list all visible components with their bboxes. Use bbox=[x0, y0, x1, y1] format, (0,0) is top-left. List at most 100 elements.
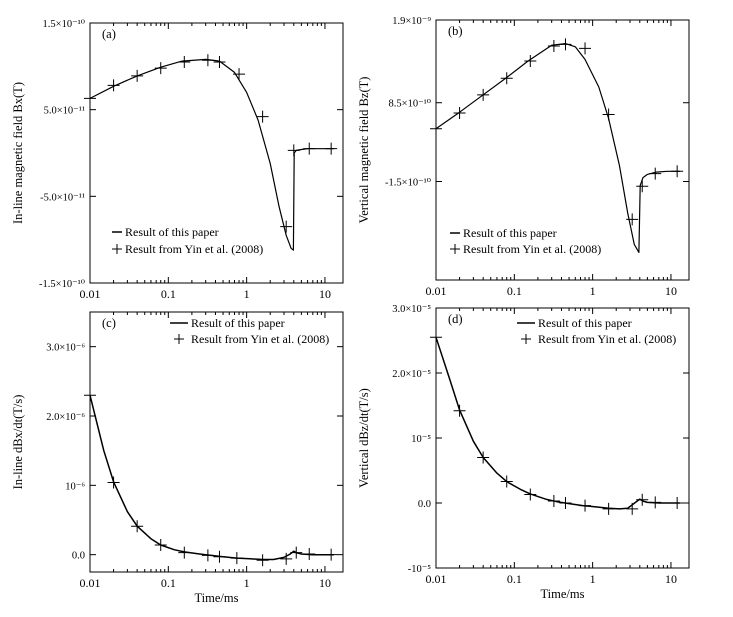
x-tick-label: 1 bbox=[590, 572, 596, 586]
data-point-yin-2008 bbox=[107, 476, 120, 489]
data-point-yin-2008 bbox=[287, 144, 300, 157]
x-axis-label: Time/ms bbox=[540, 587, 584, 601]
y-tick-label: 10⁻⁵ bbox=[411, 434, 431, 445]
data-point-yin-2008 bbox=[325, 142, 338, 155]
data-point-yin-2008 bbox=[626, 502, 639, 515]
y-tick-label: -10⁻⁵ bbox=[408, 564, 432, 575]
data-point-yin-2008 bbox=[636, 180, 649, 193]
data-point-yin-2008 bbox=[280, 552, 293, 565]
data-point-yin-2008 bbox=[671, 497, 684, 509]
y-tick-label: -1.5×10⁻¹⁰ bbox=[39, 279, 85, 290]
y-tick-label: 3.0×10⁻⁶ bbox=[46, 343, 85, 354]
panel-label: (b) bbox=[448, 24, 463, 38]
data-point-yin-2008 bbox=[84, 92, 96, 105]
legend: Result of this paper Result from Yin et a… bbox=[517, 316, 676, 346]
x-tick-label: 1 bbox=[244, 287, 250, 301]
data-point-yin-2008 bbox=[559, 38, 572, 51]
y-axis-label: Vertical magnetic field Bz(T) bbox=[357, 77, 371, 224]
data-point-yin-2008 bbox=[230, 552, 243, 565]
y-tick-label: 5.0×10⁻¹¹ bbox=[44, 106, 85, 117]
data-point-yin-2008 bbox=[154, 538, 167, 551]
x-tick-label: 10 bbox=[319, 287, 331, 301]
panel-b: 0.01 0.1 1 10 1.9×10⁻⁹ 8.5×10⁻¹⁰ -1.5×10⁻¹⁰ Ver… bbox=[357, 16, 690, 298]
panel-label: (d) bbox=[448, 312, 463, 326]
legend-entry-label: Result from Yin et al. (2008) bbox=[191, 332, 329, 346]
data-point-yin-2008 bbox=[453, 404, 466, 417]
data-point-yin-2008 bbox=[547, 495, 560, 508]
legend-plus-symbol bbox=[174, 334, 184, 344]
x-axis-label: Time/ms bbox=[194, 591, 238, 605]
y-axis-label: Vertical dBz/dt(T/s) bbox=[357, 388, 371, 488]
data-point-yin-2008 bbox=[477, 451, 490, 464]
data-point-yin-2008 bbox=[500, 475, 513, 488]
data-point-yin-2008 bbox=[524, 488, 537, 501]
data-point-yin-2008 bbox=[649, 496, 662, 509]
plot-frame bbox=[435, 19, 690, 281]
legend-plus-symbol bbox=[521, 334, 531, 344]
series-line-this-paper bbox=[89, 58, 334, 251]
x-tick-label: 0.01 bbox=[80, 576, 101, 590]
legend-entry-label: Result of this paper bbox=[125, 225, 219, 239]
data-point-yin-2008 bbox=[636, 493, 649, 506]
data-point-yin-2008 bbox=[256, 554, 269, 567]
legend-plus-symbol bbox=[112, 244, 122, 254]
x-tick-label: 10 bbox=[319, 576, 331, 590]
x-tick-label: 0.1 bbox=[161, 287, 176, 301]
data-point-yin-2008 bbox=[154, 62, 167, 75]
y-tick-label: -5.0×10⁻¹¹ bbox=[40, 192, 85, 203]
data-point-yin-2008 bbox=[178, 546, 191, 559]
x-tick-label: 10 bbox=[665, 572, 677, 586]
panel-label: (a) bbox=[102, 27, 116, 41]
legend-entry-label: Result from Yin et al. (2008) bbox=[125, 242, 263, 256]
data-point-yin-2008 bbox=[579, 499, 592, 512]
legend-entry-label: Result of this paper bbox=[191, 316, 285, 330]
data-point-yin-2008 bbox=[602, 502, 615, 515]
data-point-yin-2008 bbox=[453, 106, 466, 119]
y-tick-label: 1.5×10⁻¹⁰ bbox=[43, 19, 85, 30]
series-line-this-paper bbox=[435, 337, 680, 510]
data-point-yin-2008 bbox=[201, 54, 214, 67]
data-point-yin-2008 bbox=[430, 331, 442, 344]
x-tick-label: 1 bbox=[244, 576, 250, 590]
data-point-yin-2008 bbox=[280, 220, 293, 233]
y-axis-label: In-line dBx/dt(T/s) bbox=[11, 395, 25, 490]
data-point-yin-2008 bbox=[213, 56, 226, 68]
data-point-yin-2008 bbox=[131, 520, 144, 533]
data-point-yin-2008 bbox=[303, 547, 316, 560]
y-tick-label: 0.0 bbox=[418, 499, 431, 510]
data-point-yin-2008 bbox=[547, 40, 560, 52]
y-tick-label: 2.0×10⁻⁶ bbox=[46, 412, 85, 423]
data-point-yin-2008 bbox=[649, 167, 662, 180]
plot-frame bbox=[435, 307, 690, 569]
x-tick-label: 0.1 bbox=[507, 284, 522, 298]
data-point-yin-2008 bbox=[559, 497, 572, 509]
panel-label: (c) bbox=[102, 316, 116, 330]
legend-plus-symbol bbox=[450, 244, 460, 254]
data-point-yin-2008 bbox=[477, 88, 490, 101]
x-tick-label: 0.01 bbox=[80, 287, 101, 301]
data-point-yin-2008 bbox=[256, 110, 269, 123]
data-point-yin-2008 bbox=[201, 549, 214, 562]
y-tick-label: 1.9×10⁻⁹ bbox=[392, 16, 431, 27]
data-point-yin-2008 bbox=[626, 213, 639, 226]
data-point-yin-2008 bbox=[84, 389, 96, 402]
legend: Result of this paper Result from Yin et a… bbox=[112, 225, 263, 256]
data-point-yin-2008 bbox=[303, 142, 316, 155]
series-line-this-paper bbox=[435, 42, 680, 253]
x-tick-label: 10 bbox=[665, 284, 677, 298]
data-point-yin-2008 bbox=[524, 54, 537, 67]
legend-entry-label: Result of this paper bbox=[463, 226, 557, 240]
plot-frame bbox=[89, 22, 344, 284]
y-axis-label: In-line magnetic field Bx(T) bbox=[11, 82, 25, 224]
y-tick-label: 10⁻⁶ bbox=[65, 481, 85, 492]
panel-a: 0.01 0.1 1 10 1.5×10⁻¹⁰ 5.0×10⁻¹¹ -5.0×10⁻¹¹ -1… bbox=[11, 19, 344, 301]
data-point-yin-2008 bbox=[131, 69, 144, 82]
data-point-yin-2008 bbox=[579, 42, 592, 55]
legend-entry-label: Result from Yin et al. (2008) bbox=[538, 332, 676, 346]
y-tick-label: 0.0 bbox=[72, 551, 85, 562]
y-tick-label: 8.5×10⁻¹⁰ bbox=[389, 99, 431, 110]
data-point-yin-2008 bbox=[178, 56, 191, 68]
x-tick-label: 0.01 bbox=[426, 284, 447, 298]
plot-frame bbox=[89, 311, 344, 573]
